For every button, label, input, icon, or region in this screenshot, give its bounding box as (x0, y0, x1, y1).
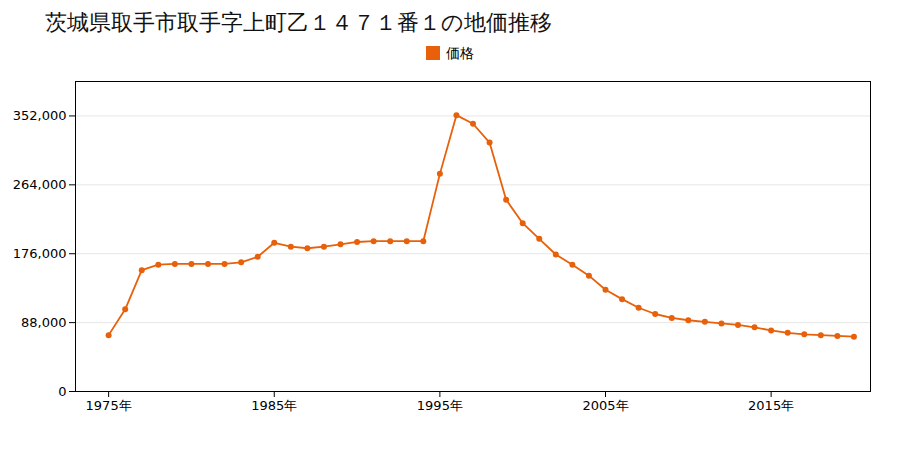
svg-text:1975年: 1975年 (86, 398, 132, 413)
svg-text:2005年: 2005年 (582, 398, 628, 413)
html-text:茨城県取手市取手字上町乙１４７１番１の地価推移: 茨城県取手市取手字上町乙１４７１番１の地価推移 (45, 10, 552, 35)
svg-text:176,000: 176,000 (13, 246, 67, 261)
svg-text:264,000: 264,000 (13, 177, 67, 192)
svg-text:1985年: 1985年 (251, 398, 297, 413)
svg-text:352,000: 352,000 (13, 108, 67, 123)
svg-text:0: 0 (58, 384, 66, 399)
svg-text:88,000: 88,000 (21, 315, 67, 330)
svg-text:2015年: 2015年 (748, 398, 794, 413)
svg-text:1995年: 1995年 (417, 398, 463, 413)
html-text:価格: 価格 (446, 45, 474, 61)
